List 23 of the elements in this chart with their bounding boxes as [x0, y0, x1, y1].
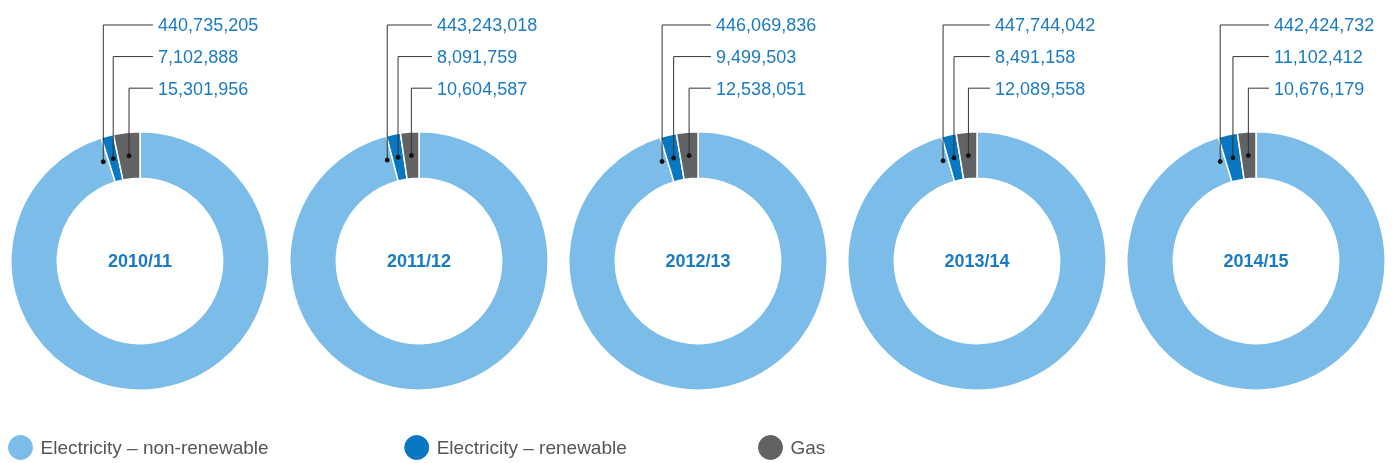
legend-label: Electricity – renewable [436, 437, 627, 458]
data-label: 8,091,759 [437, 47, 518, 68]
data-label: 440,735,205 [158, 15, 259, 36]
text: 2014/15 [1223, 250, 1289, 271]
text: 2011/12 [386, 250, 452, 271]
data-label: 15,301,956 [158, 78, 249, 99]
data-label: 12,089,558 [995, 78, 1086, 99]
legend-label: Electricity – non-renewable [40, 437, 269, 458]
data-label: 10,676,179 [1274, 78, 1365, 99]
data-label: 8,491,158 [995, 47, 1076, 68]
data-label: 446,069,836 [716, 15, 817, 36]
data-label: 443,243,018 [437, 15, 538, 36]
data-label: 9,499,503 [716, 47, 797, 68]
data-label: 12,538,051 [716, 78, 807, 99]
data-label: 447,744,042 [995, 15, 1096, 36]
legend-label: Gas [790, 437, 826, 458]
text: 2010/11 [107, 250, 173, 271]
text: 2012/13 [665, 250, 731, 271]
text: 2013/14 [944, 250, 1010, 271]
data-label: 7,102,888 [158, 47, 239, 68]
data-label: 10,604,587 [437, 78, 528, 99]
data-label: 11,102,412 [1274, 47, 1363, 68]
data-label: 442,424,732 [1274, 15, 1375, 36]
